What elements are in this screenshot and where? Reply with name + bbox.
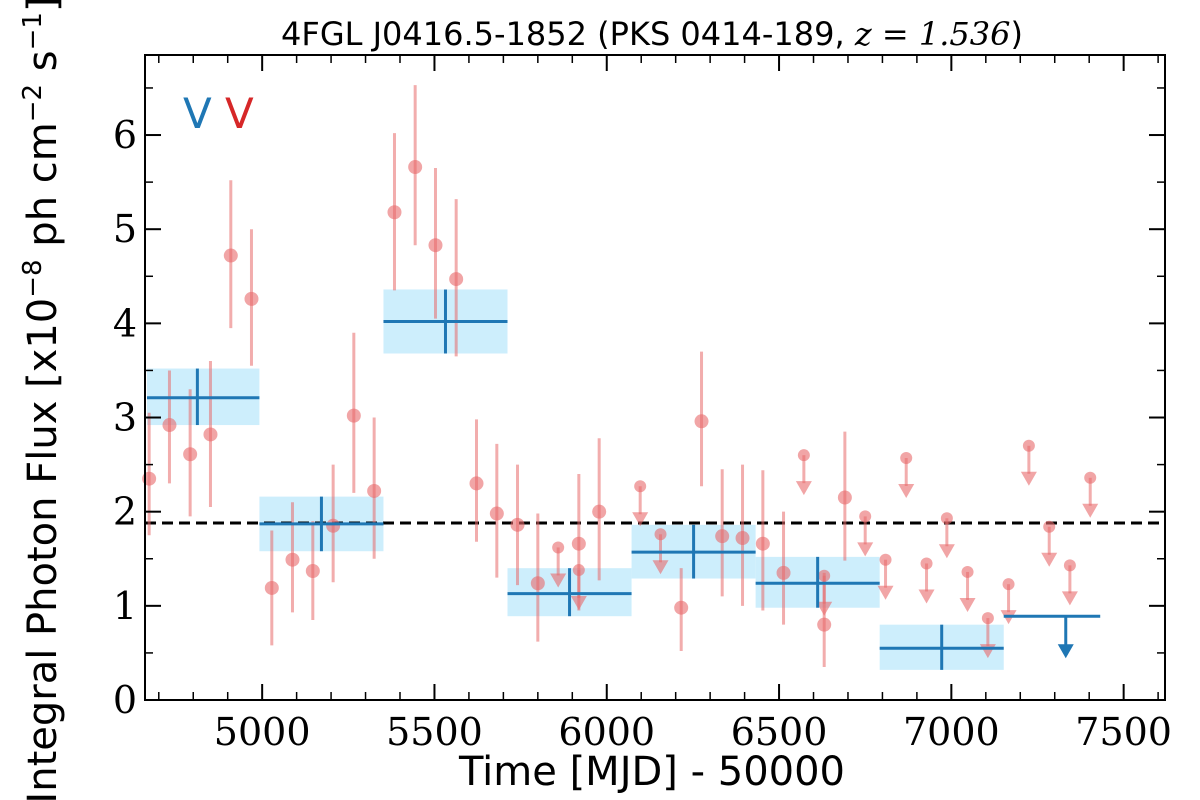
x-tick-label-5500: 5500 (386, 710, 483, 754)
flux-point-28 (776, 565, 791, 580)
flux-point-13 (387, 205, 402, 220)
flux-point-22 (592, 504, 607, 519)
flux-point-8 (285, 552, 300, 567)
upper-limit-arrow-1 (550, 573, 567, 588)
upper-limit-point-16 (1043, 520, 1056, 533)
upper-limit-point-10 (920, 557, 933, 570)
upper-limit-point-13 (981, 612, 994, 625)
bin-upper-limit-arrow (1057, 644, 1074, 659)
upper-limit-arrow-9 (898, 484, 915, 499)
flux-point-6 (244, 291, 259, 306)
y-tick-label-1: 1 (113, 584, 137, 628)
x-tick-label-6500: 6500 (731, 710, 828, 754)
flux-point-24 (694, 414, 709, 429)
flux-point-2 (162, 418, 177, 433)
upper-limit-point-15 (1022, 439, 1035, 452)
flux-point-26 (735, 531, 750, 546)
x-tick-label-6000: 6000 (558, 710, 655, 754)
y-tick-label-2: 2 (113, 490, 137, 534)
y-tick-label-5: 5 (113, 207, 137, 251)
flux-point-5 (223, 248, 238, 263)
upper-limit-arrow-12 (959, 597, 976, 612)
upper-limit-arrow-6 (816, 601, 833, 616)
upper-limit-point-4 (654, 528, 667, 541)
x-tick-label-7500: 7500 (1075, 710, 1172, 754)
flux-point-15 (428, 238, 443, 253)
upper-limit-arrow-8 (877, 585, 894, 600)
flux-point-19 (510, 517, 525, 532)
flux-point-27 (755, 536, 770, 551)
flux-point-23 (674, 600, 689, 615)
flux-point-29 (817, 617, 832, 632)
flux-point-17 (469, 476, 484, 491)
chart-title: 4FGL J0416.5-1852 (PKS 0414-189, z = 1.5… (281, 15, 1023, 53)
upper-limit-point-14 (1002, 578, 1015, 591)
upper-limit-arrow-2 (570, 596, 587, 611)
flux-point-12 (367, 483, 382, 498)
flux-point-18 (489, 506, 504, 521)
flux-point-3 (183, 447, 198, 462)
upper-limit-point-3 (634, 480, 647, 493)
flux-point-9 (305, 564, 320, 578)
binned-flux-lines-layer (147, 289, 1101, 670)
flux-point-14 (408, 160, 423, 175)
y-tick-label-0: 0 (113, 678, 137, 722)
flux-point-4 (203, 427, 218, 442)
axis-ticks (145, 55, 1165, 701)
upper-limit-arrow-3 (632, 512, 649, 527)
upper-limit-point-11 (940, 512, 953, 525)
x-axis-label: Time [MJD] - 50000 (458, 749, 845, 795)
flux-point-7 (264, 580, 279, 595)
flux-point-21 (571, 536, 586, 551)
upper-limit-point-2 (572, 564, 585, 577)
flux-point-10 (326, 518, 341, 533)
upper-limit-arrow-17 (1061, 591, 1078, 606)
flux-point-25 (715, 529, 730, 544)
fine-flux-points-layer (142, 85, 1099, 668)
x-tick-label-7000: 7000 (903, 710, 1000, 754)
upper-limit-point-18 (1084, 471, 1097, 484)
y-tick-label-3: 3 (113, 396, 137, 440)
upper-limit-arrow-16 (1041, 552, 1058, 567)
upper-limit-arrow-7 (857, 542, 874, 557)
y-tick-label-6: 6 (113, 113, 137, 157)
marker-v-red: V (225, 89, 254, 138)
axis-tick-labels: 5000 5500 6000 6500 7000 7500 0 1 2 3 4 5 6 (113, 113, 1172, 754)
upper-limit-arrow-4 (652, 560, 669, 575)
upper-limit-point-9 (900, 452, 913, 465)
flux-point-16 (449, 272, 464, 287)
flux-point-11 (346, 408, 361, 423)
upper-limit-arrow-15 (1020, 471, 1037, 486)
x-tick-label-5000: 5000 (214, 710, 311, 754)
upper-limit-arrow-18 (1082, 503, 1099, 518)
binned-flux-layer (147, 289, 1004, 670)
y-axis-label: Integral Photon Flux [x10−8 ph cm−2 s−1] (18, 0, 66, 800)
plot-frame (144, 54, 1166, 701)
upper-limit-point-8 (879, 553, 892, 566)
upper-limit-point-12 (961, 565, 974, 578)
upper-limit-arrow-11 (938, 544, 955, 559)
upper-limit-point-6 (818, 569, 831, 582)
flux-point-20 (530, 576, 545, 591)
upper-limit-point-1 (552, 541, 565, 554)
upper-limit-point-17 (1063, 559, 1076, 572)
flux-point-30 (837, 490, 852, 505)
upper-limit-point-5 (797, 449, 810, 462)
marker-v-blue: V (183, 89, 212, 138)
upper-limit-arrow-5 (795, 481, 812, 496)
upper-limit-point-7 (859, 510, 872, 523)
upper-limit-arrow-10 (918, 589, 935, 604)
y-tick-label-4: 4 (113, 301, 137, 345)
